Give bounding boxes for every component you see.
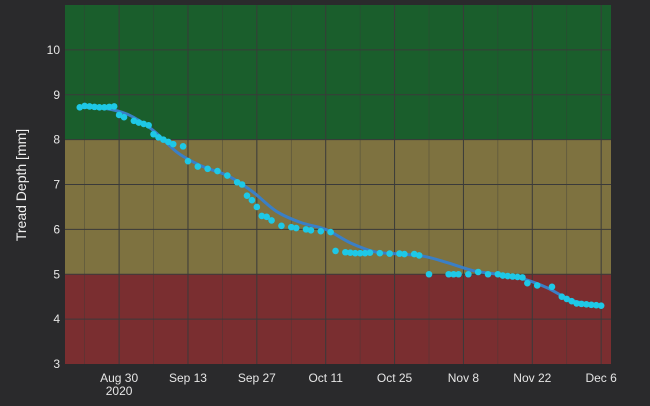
data-point — [573, 300, 580, 307]
data-point — [155, 134, 162, 141]
data-point — [346, 249, 354, 257]
data-point — [597, 302, 605, 309]
data-point — [184, 157, 192, 165]
data-point — [361, 249, 369, 257]
x-tick-label: Sep 27 — [238, 371, 276, 385]
y-tick-label: 3 — [53, 357, 60, 371]
data-point — [169, 140, 177, 148]
y-tick-label: 7 — [53, 178, 60, 192]
data-point — [499, 272, 507, 279]
data-point — [145, 121, 152, 129]
data-point — [327, 228, 334, 236]
x-tick-label: Dec 6 — [585, 371, 617, 385]
data-point — [592, 301, 600, 309]
data-point — [278, 222, 285, 230]
data-point — [548, 283, 556, 291]
data-point — [105, 103, 113, 111]
y-axis-ticks: 3 4 5 6 7 8 9 10 — [47, 43, 61, 371]
data-point — [96, 104, 103, 111]
data-point — [81, 102, 88, 110]
data-point — [425, 270, 433, 278]
data-point — [450, 270, 457, 278]
gridlines — [65, 5, 611, 364]
data-point — [356, 249, 364, 257]
y-tick-label: 10 — [47, 43, 61, 57]
data-point — [509, 273, 516, 280]
data-point — [401, 250, 408, 258]
data-point — [583, 301, 590, 308]
y-tick-label: 8 — [53, 133, 60, 147]
data-point — [150, 130, 157, 138]
data-point — [396, 250, 403, 257]
x-tick-label: Nov 22 — [513, 371, 551, 385]
data-point — [332, 247, 339, 255]
data-point — [588, 301, 595, 309]
data-point — [307, 226, 315, 234]
data-point — [376, 249, 384, 257]
data-point — [194, 163, 202, 170]
x-tick-label: Oct 25 — [377, 371, 413, 385]
data-point — [342, 248, 349, 256]
data-point — [563, 295, 571, 303]
data-point — [415, 252, 423, 259]
data-point — [578, 300, 585, 308]
data-point — [86, 103, 93, 110]
data-point — [179, 143, 187, 150]
data-point — [455, 270, 462, 278]
x-tick-sublabel: 2020 — [106, 384, 133, 398]
data-point — [465, 270, 472, 278]
data-point — [243, 192, 251, 200]
data-point — [120, 113, 128, 121]
data-point — [204, 165, 211, 173]
data-point — [302, 226, 310, 233]
data-point — [519, 274, 526, 281]
data-point — [504, 272, 512, 280]
data-point — [91, 103, 98, 111]
data-point — [474, 268, 482, 276]
data-point — [164, 138, 172, 146]
data-point — [524, 279, 531, 287]
data-point — [101, 104, 108, 111]
data-point — [287, 223, 295, 231]
data-point — [514, 273, 521, 281]
data-point — [317, 227, 325, 235]
points-layer — [76, 102, 605, 309]
data-point — [292, 224, 300, 232]
data-point — [233, 178, 241, 186]
band-1 — [65, 139, 611, 275]
data-point — [248, 196, 256, 204]
data-point — [224, 172, 231, 179]
y-axis-title: Tread Depth [mm] — [13, 129, 29, 241]
data-point — [214, 167, 221, 175]
data-point — [263, 213, 270, 221]
y-tick-label: 4 — [53, 312, 60, 326]
data-point — [533, 282, 541, 289]
data-point — [258, 212, 266, 220]
band-0 — [65, 5, 611, 140]
y-tick-label: 9 — [53, 88, 60, 102]
x-tick-label: Oct 11 — [308, 371, 343, 385]
data-point — [445, 270, 452, 278]
data-point — [484, 270, 492, 278]
data-point — [160, 136, 167, 143]
data-point — [386, 250, 393, 257]
data-point — [238, 181, 246, 188]
data-point — [110, 103, 118, 110]
data-point — [115, 111, 123, 119]
x-tick-label: Aug 30 — [100, 371, 138, 385]
data-point — [558, 293, 566, 300]
data-point — [366, 249, 374, 257]
x-tick-label: Sep 13 — [169, 371, 207, 385]
y-tick-label: 5 — [53, 267, 60, 281]
data-point — [568, 297, 575, 305]
y-tick-label: 6 — [53, 222, 60, 236]
data-point — [253, 203, 261, 211]
data-point — [351, 249, 359, 257]
x-tick-label: Nov 8 — [448, 371, 480, 385]
data-point — [268, 217, 275, 224]
